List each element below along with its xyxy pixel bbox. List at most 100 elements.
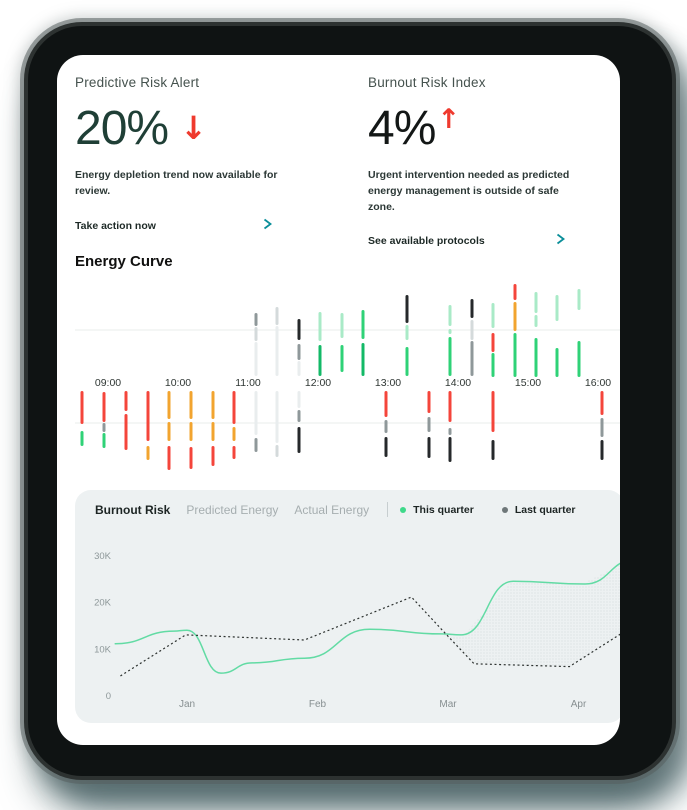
burnout-risk-line-chart: 30K 20K 10K 0 Jan Feb Mar Apr: [94, 551, 620, 710]
candle-segment: [146, 446, 150, 460]
y-axis-tick: 10K: [94, 644, 112, 655]
burnout-risk-index-card: Burnout Risk Index 4% ↑ Urgent intervent…: [368, 75, 596, 250]
candle-segment: [146, 391, 150, 441]
legend-this-quarter: This quarter: [400, 504, 474, 516]
candle-segment: [275, 307, 279, 325]
legend-label: Last quarter: [514, 503, 576, 516]
trend-up-icon: ↑: [437, 103, 460, 135]
candle-segment: [297, 427, 301, 453]
candle-segment: [448, 391, 452, 422]
chevron-right-icon[interactable]: [262, 217, 273, 235]
candle-segment: [211, 422, 215, 441]
candle-segment: [448, 329, 452, 334]
candle-segment: [513, 302, 517, 331]
candle-segment: [297, 344, 301, 360]
cta-label[interactable]: Take action now: [75, 219, 156, 232]
tab-actual-energy[interactable]: Actual Energy: [294, 502, 370, 517]
candle-segment: [189, 447, 193, 469]
candle-segment: [470, 299, 474, 318]
energy-curve-candlestick-chart: 09:00 10:00 11:00 12:00 13:00 14:00 15:00 16:00: [75, 284, 620, 470]
candle-segment: [189, 391, 193, 419]
chevron-right-icon[interactable]: [555, 232, 566, 250]
candle-segment: [491, 391, 495, 432]
see-protocols-link[interactable]: See available protocols: [368, 232, 566, 250]
candle-segment: [254, 391, 258, 435]
time-label: 11:00: [235, 377, 261, 389]
candle-segment: [577, 341, 581, 377]
candle-segment: [275, 391, 279, 443]
candle-segment: [124, 391, 128, 411]
candle-segment: [361, 343, 365, 376]
candle-segment: [384, 420, 388, 433]
tab-burnout-risk[interactable]: Burnout Risk: [95, 502, 171, 517]
panel-header: Burnout Risk Predicted Energy Actual Ene…: [95, 502, 604, 517]
header-divider: [387, 502, 389, 517]
candle-segment: [405, 295, 409, 323]
tab-predicted-energy[interactable]: Predicted Energy: [186, 502, 279, 517]
this-quarter-line: [114, 562, 620, 674]
energy-curve-title: Energy Curve: [75, 253, 173, 270]
time-label: 16:00: [585, 377, 611, 389]
candle-segment: [513, 333, 517, 377]
candle-segment: [232, 427, 236, 441]
candle-segment: [555, 295, 559, 321]
candle-segment: [405, 325, 409, 340]
candle-segment: [80, 391, 84, 424]
y-axis-tick: 20K: [94, 598, 112, 609]
candle-segment: [361, 310, 365, 339]
card-description: Energy depletion trend now available for…: [75, 169, 278, 197]
candle-segment: [534, 292, 538, 313]
candle-segment: [167, 391, 171, 419]
legend-last-quarter: Last quarter: [501, 503, 576, 516]
candle-segment: [297, 391, 301, 408]
x-axis-tick: Jan: [179, 699, 195, 710]
candle-segment: [297, 361, 301, 376]
candle-segment: [102, 423, 106, 432]
time-label: 09:00: [95, 377, 121, 389]
candle-segment: [254, 327, 258, 341]
take-action-link[interactable]: Take action now: [75, 217, 273, 235]
candle-segment: [448, 437, 452, 462]
candle-segment: [534, 315, 538, 327]
candle-segment: [297, 319, 301, 340]
candle-segment: [275, 326, 279, 376]
candle-segment: [470, 320, 474, 340]
candle-segment: [534, 338, 538, 377]
tablet-screen: Predictive Risk Alert 20% ↓ Energy deple…: [57, 55, 620, 745]
candle-segment: [448, 428, 452, 435]
candle-segment: [405, 347, 409, 376]
risk-value: 20%: [75, 101, 169, 155]
candle-segment: [600, 440, 604, 460]
candle-segment: [600, 418, 604, 437]
candle-segment: [600, 391, 604, 415]
candle-segment: [318, 345, 322, 376]
candle-segment: [318, 312, 322, 341]
x-axis-tick: Mar: [439, 699, 457, 710]
area-fill-dots: [443, 565, 620, 667]
candle-segment: [340, 345, 344, 372]
time-label: 14:00: [445, 377, 471, 389]
cta-label[interactable]: See available protocols: [368, 235, 485, 248]
burnout-risk-panel: Burnout Risk Predicted Energy Actual Ene…: [75, 490, 620, 723]
candle-segment: [275, 445, 279, 457]
candle-segment: [470, 341, 474, 376]
y-axis-tick: 30K: [94, 551, 112, 562]
legend-dot-gray: [501, 506, 508, 513]
candle-segment: [340, 313, 344, 338]
card-title: Burnout Risk Index: [368, 75, 486, 90]
candle-segment: [80, 431, 84, 446]
candle-segment: [491, 440, 495, 460]
candle-segment: [254, 342, 258, 376]
time-label: 12:00: [305, 377, 331, 389]
candle-segment: [211, 391, 215, 419]
candle-segment: [384, 437, 388, 457]
candle-segment: [297, 410, 301, 422]
candle-segment: [491, 353, 495, 377]
candle-segment: [448, 337, 452, 376]
predictive-risk-alert-card: Predictive Risk Alert 20% ↓ Energy deple…: [75, 75, 303, 235]
risk-value: 4%: [368, 101, 436, 155]
candle-segment: [189, 422, 193, 441]
candle-segment: [102, 433, 106, 448]
x-axis-tick: Apr: [571, 699, 587, 710]
